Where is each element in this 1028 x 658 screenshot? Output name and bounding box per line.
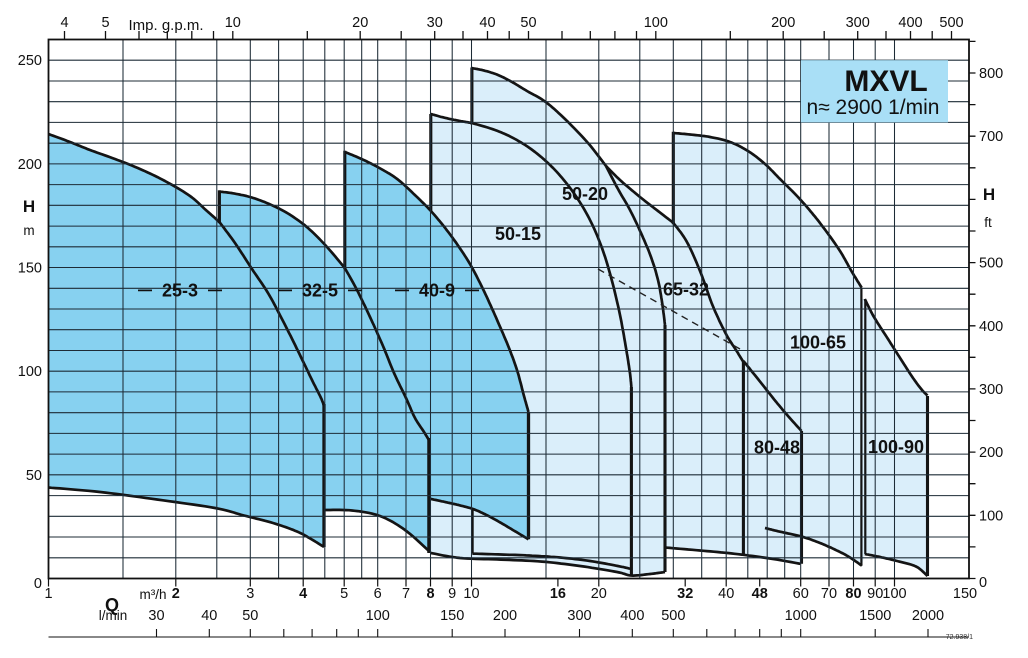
svg-text:5: 5 bbox=[101, 15, 109, 31]
svg-text:700: 700 bbox=[979, 129, 1003, 145]
svg-text:40: 40 bbox=[479, 15, 495, 31]
svg-text:100: 100 bbox=[366, 608, 390, 624]
svg-text:0: 0 bbox=[34, 576, 42, 592]
svg-text:90: 90 bbox=[867, 586, 883, 602]
svg-text:100: 100 bbox=[882, 586, 906, 602]
svg-text:200: 200 bbox=[18, 157, 42, 173]
svg-text:1500: 1500 bbox=[859, 608, 891, 624]
svg-text:50-15: 50-15 bbox=[495, 224, 541, 244]
svg-text:50: 50 bbox=[242, 608, 258, 624]
svg-text:300: 300 bbox=[979, 382, 1003, 398]
svg-text:9: 9 bbox=[448, 586, 456, 602]
svg-text:2: 2 bbox=[172, 586, 180, 602]
svg-text:H: H bbox=[983, 185, 995, 204]
svg-text:1000: 1000 bbox=[785, 608, 817, 624]
svg-text:6: 6 bbox=[374, 586, 382, 602]
svg-text:30: 30 bbox=[148, 608, 164, 624]
svg-text:500: 500 bbox=[661, 608, 685, 624]
svg-text:n≈ 2900 1/min: n≈ 2900 1/min bbox=[807, 96, 940, 119]
svg-text:500: 500 bbox=[979, 256, 1003, 272]
svg-text:m: m bbox=[23, 223, 34, 238]
svg-text:32: 32 bbox=[677, 586, 693, 602]
svg-text:40-9: 40-9 bbox=[419, 280, 455, 300]
svg-text:2000: 2000 bbox=[912, 608, 944, 624]
svg-text:7: 7 bbox=[402, 586, 410, 602]
svg-text:20: 20 bbox=[352, 15, 368, 31]
svg-text:3: 3 bbox=[246, 586, 254, 602]
svg-text:0: 0 bbox=[979, 575, 987, 591]
svg-text:400: 400 bbox=[620, 608, 644, 624]
svg-text:4: 4 bbox=[60, 15, 68, 31]
svg-text:200: 200 bbox=[771, 15, 795, 31]
svg-text:40: 40 bbox=[201, 608, 217, 624]
svg-text:m³/h: m³/h bbox=[140, 587, 167, 602]
svg-text:250: 250 bbox=[18, 53, 42, 69]
svg-text:5: 5 bbox=[340, 586, 348, 602]
svg-text:300: 300 bbox=[567, 608, 591, 624]
svg-text:10: 10 bbox=[463, 586, 479, 602]
svg-text:150: 150 bbox=[18, 261, 42, 277]
svg-text:H: H bbox=[23, 197, 35, 216]
svg-text:8: 8 bbox=[426, 586, 434, 602]
svg-text:30: 30 bbox=[427, 15, 443, 31]
svg-text:60: 60 bbox=[793, 586, 809, 602]
svg-text:400: 400 bbox=[898, 15, 922, 31]
svg-text:200: 200 bbox=[493, 608, 517, 624]
svg-text:25-3: 25-3 bbox=[162, 280, 198, 300]
svg-text:ft: ft bbox=[984, 215, 992, 230]
svg-text:4: 4 bbox=[299, 586, 307, 602]
svg-text:40: 40 bbox=[718, 586, 734, 602]
svg-text:32-5: 32-5 bbox=[302, 280, 338, 300]
svg-text:65-32: 65-32 bbox=[663, 280, 709, 300]
svg-text:Imp. g.p.m.: Imp. g.p.m. bbox=[128, 17, 203, 34]
svg-text:MXVL: MXVL bbox=[844, 65, 927, 98]
svg-text:100: 100 bbox=[644, 15, 668, 31]
svg-text:50: 50 bbox=[26, 468, 42, 484]
svg-text:20: 20 bbox=[591, 586, 607, 602]
svg-text:300: 300 bbox=[846, 15, 870, 31]
svg-text:100-90: 100-90 bbox=[868, 437, 924, 457]
svg-text:100: 100 bbox=[979, 508, 1003, 524]
svg-text:500: 500 bbox=[939, 15, 963, 31]
svg-text:1: 1 bbox=[44, 586, 52, 602]
svg-text:16: 16 bbox=[550, 586, 566, 602]
svg-text:Q: Q bbox=[105, 595, 119, 615]
svg-text:100: 100 bbox=[18, 364, 42, 380]
svg-text:150: 150 bbox=[953, 586, 977, 602]
svg-text:80-48: 80-48 bbox=[754, 438, 800, 458]
svg-text:80: 80 bbox=[845, 586, 861, 602]
svg-text:400: 400 bbox=[979, 319, 1003, 335]
svg-text:150: 150 bbox=[440, 608, 464, 624]
svg-text:48: 48 bbox=[752, 586, 768, 602]
svg-text:72.938/1: 72.938/1 bbox=[946, 634, 973, 641]
svg-text:70: 70 bbox=[821, 586, 837, 602]
svg-text:10: 10 bbox=[225, 15, 241, 31]
svg-text:100-65: 100-65 bbox=[790, 333, 846, 353]
svg-text:200: 200 bbox=[979, 445, 1003, 461]
svg-text:800: 800 bbox=[979, 66, 1003, 82]
svg-text:50-20: 50-20 bbox=[562, 184, 608, 204]
svg-text:50: 50 bbox=[520, 15, 536, 31]
svg-text:l/min: l/min bbox=[99, 608, 128, 623]
